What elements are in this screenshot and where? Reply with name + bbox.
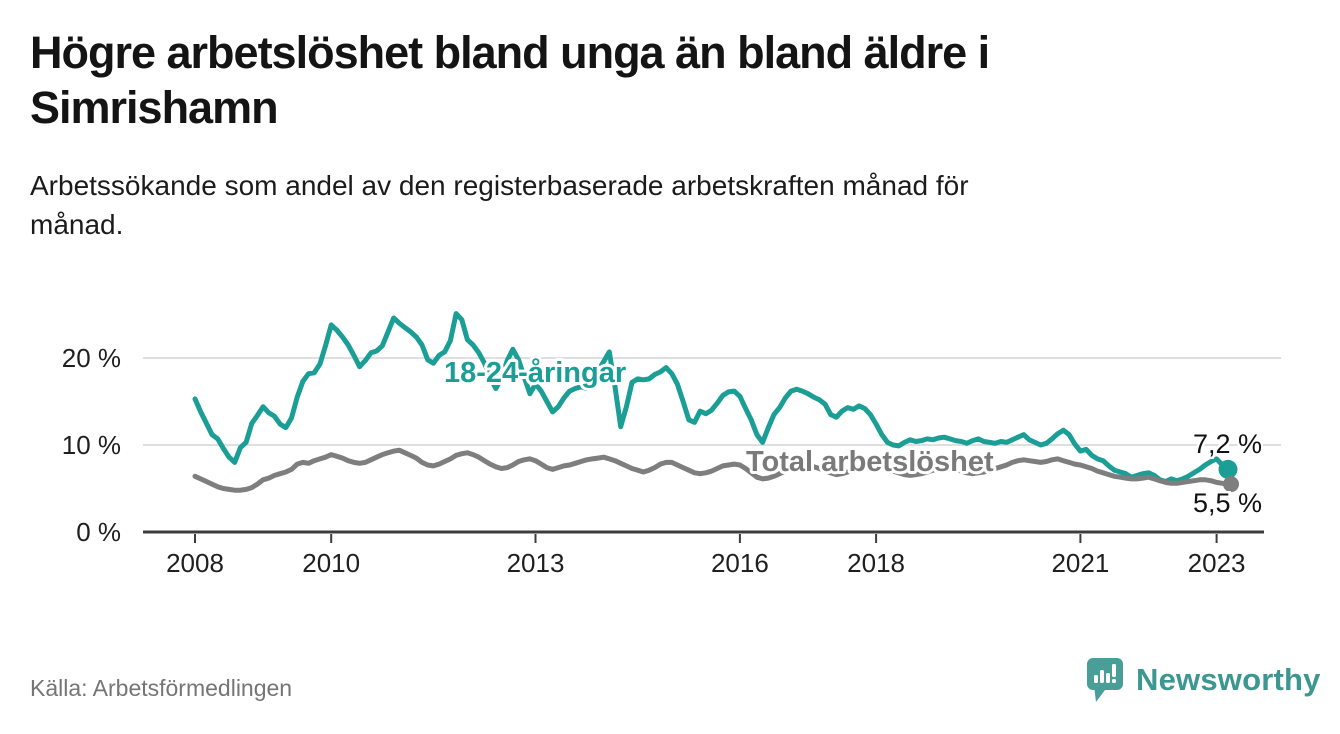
source-note: Källa: Arbetsförmedlingen <box>30 675 293 701</box>
page-title: Högre arbetslöshet bland unga än bland ä… <box>30 27 990 133</box>
x-tick-label: 2023 <box>1188 548 1246 578</box>
end-value-label-18-24: 7,2 % <box>1193 429 1262 459</box>
series-label-total: Total arbetslöshet <box>746 446 994 478</box>
x-tick-label: 2016 <box>711 548 769 578</box>
y-tick-label: 0 % <box>76 517 121 547</box>
y-tick-label: 10 % <box>62 430 121 460</box>
series-end-dot-18-24 <box>1218 459 1238 479</box>
chart-subtitle: Arbetssökande som andel av den registerb… <box>30 170 969 241</box>
newsworthy-logo: Newsworthy <box>1086 657 1321 703</box>
y-tick-label: 20 % <box>62 343 121 373</box>
x-tick-label: 2010 <box>302 548 360 578</box>
newsworthy-wordmark: Newsworthy <box>1136 662 1321 697</box>
series-line-total <box>192 447 1231 493</box>
x-tick-label: 2013 <box>507 548 565 578</box>
newsworthy-icon <box>1087 658 1123 702</box>
series-label-18-24: 18-24-åringar <box>444 357 626 389</box>
x-tick-label: 2021 <box>1051 548 1109 578</box>
end-value-label-total: 5,5 % <box>1193 488 1262 518</box>
series-end-dot-total <box>1223 476 1239 493</box>
x-tick-label: 2018 <box>847 548 905 578</box>
series-line-18-24 <box>192 311 1231 484</box>
x-tick-label: 2008 <box>166 548 224 578</box>
